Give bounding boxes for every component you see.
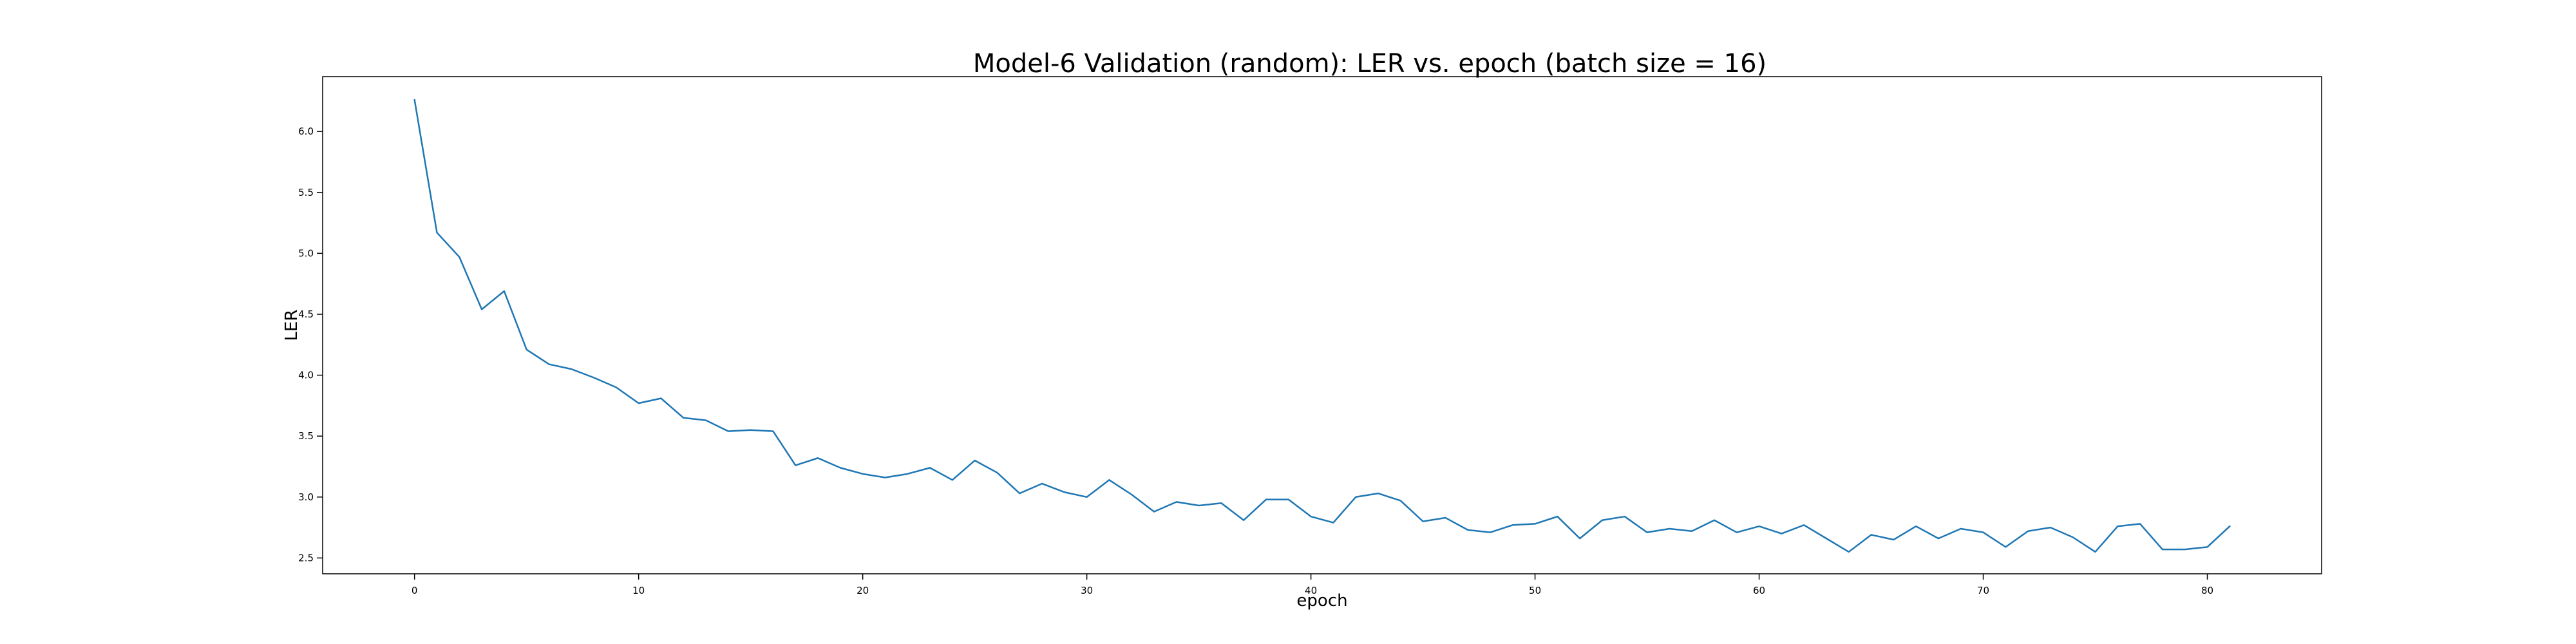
y-tick-label: 3.0 — [298, 491, 314, 503]
x-axis: 0 10 20 30 40 50 60 70 80 — [412, 574, 2213, 596]
y-axis-label: LER — [282, 310, 301, 341]
series-line-ler — [413, 99, 2231, 553]
y-tick-label: 4.5 — [298, 308, 314, 320]
x-tick-label: 10 — [632, 585, 645, 596]
y-tick-label: 4.0 — [298, 370, 314, 381]
y-tick-label: 5.5 — [298, 187, 314, 198]
x-axis-label: epoch — [1296, 591, 1347, 611]
chart-title: Model-6 Validation (random): LER vs. epo… — [973, 49, 1766, 79]
y-tick-label: 2.5 — [298, 552, 314, 564]
x-tick-label: 0 — [412, 585, 418, 596]
y-tick-label: 6.0 — [298, 126, 314, 137]
x-tick-label: 40 — [1305, 585, 1317, 596]
x-tick-label: 20 — [857, 585, 869, 596]
x-tick-label: 50 — [1529, 585, 1541, 596]
x-tick-label: 60 — [1753, 585, 1765, 596]
x-tick-label: 70 — [1977, 585, 1989, 596]
x-tick-label: 30 — [1081, 585, 1093, 596]
x-tick-label: 80 — [2201, 585, 2213, 596]
y-tick-label: 3.5 — [298, 430, 314, 442]
y-axis: 2.5 3.0 3.5 4.0 4.5 5.0 5.5 6.0 — [298, 126, 323, 564]
y-tick-label: 5.0 — [298, 247, 314, 259]
plot-frame — [322, 76, 2322, 574]
